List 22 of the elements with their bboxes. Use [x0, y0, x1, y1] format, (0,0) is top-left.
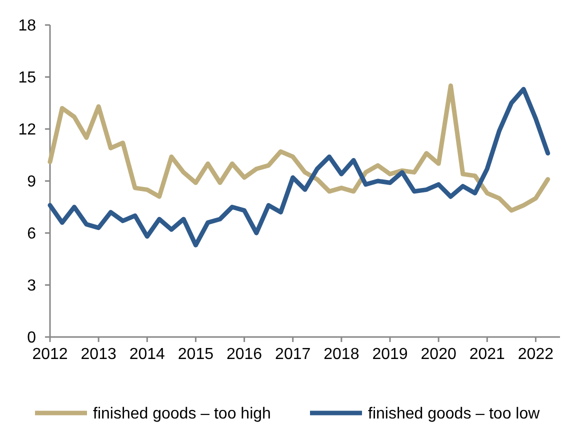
y-tick-label: 6	[27, 226, 36, 243]
x-tick-label: 2012	[32, 346, 68, 363]
x-tick-label: 2015	[178, 346, 214, 363]
x-tick-label: 2021	[469, 346, 506, 363]
x-tick-label: 2018	[324, 346, 360, 363]
y-tick-label: 3	[27, 278, 36, 295]
line-series	[48, 83, 550, 213]
line-series	[48, 86, 550, 248]
x-tick-label: 2014	[129, 346, 166, 363]
y-tick-label: 18	[18, 18, 36, 35]
x-tick-label: 2017	[275, 346, 311, 363]
x-tick-label: 2020	[420, 346, 456, 363]
x-tick-label: 2022	[518, 346, 554, 363]
x-tick-label: 2013	[80, 346, 116, 363]
x-tick-label: 2019	[372, 346, 408, 363]
legend-label: finished goods – too high	[93, 406, 271, 423]
y-tick-label: 9	[27, 174, 36, 191]
y-tick-label: 15	[18, 70, 36, 87]
y-tick-label: 12	[18, 122, 36, 139]
legend-label: finished goods – too low	[368, 406, 540, 423]
x-tick-label: 2016	[226, 346, 262, 363]
y-tick-label: 0	[27, 330, 36, 347]
